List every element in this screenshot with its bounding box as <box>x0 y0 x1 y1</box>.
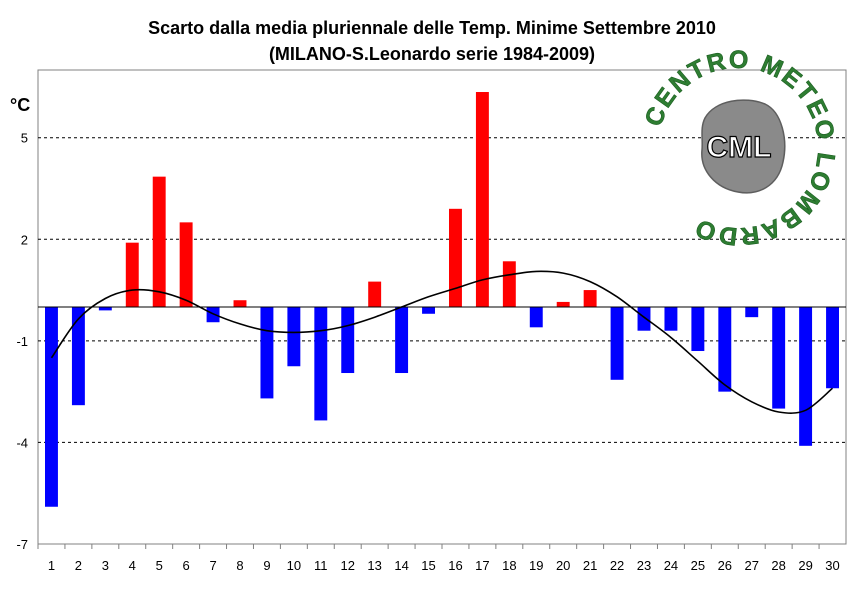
x-tick-label: 11 <box>314 558 328 573</box>
y-tick-label: -7 <box>16 537 28 552</box>
lombardy-map-icon <box>701 99 786 194</box>
y-tick-label: 2 <box>21 232 28 247</box>
bar <box>260 307 274 399</box>
bars <box>45 92 839 507</box>
x-tick-label: 30 <box>825 558 839 573</box>
bar <box>45 307 58 507</box>
bar <box>475 92 489 307</box>
bar <box>449 208 462 307</box>
bar <box>314 307 328 421</box>
bar <box>179 222 193 307</box>
bar <box>368 281 382 307</box>
bar <box>233 300 247 307</box>
x-tick-label: 24 <box>664 558 678 573</box>
y-axis-unit-label: °C <box>10 95 30 115</box>
x-tick-label: 18 <box>502 558 516 573</box>
x-tick-label: 22 <box>610 558 624 573</box>
bar <box>341 307 355 374</box>
bar <box>71 307 85 406</box>
logo-abbreviation: CML <box>707 131 772 164</box>
x-tick-labels: 1 2 3 4 5 6 7 8 9 10 11 12 13 14 15 16 17 18 19 20 21 22 23 24 2… <box>37 544 840 573</box>
x-tick-label: 4 <box>129 558 136 573</box>
x-tick-label: 21 <box>583 558 597 573</box>
x-tick-label: 27 <box>744 558 758 573</box>
x-tick-label: 9 <box>263 558 270 573</box>
x-tick-label: 20 <box>556 558 570 573</box>
trend-line <box>50 270 834 414</box>
bar <box>583 290 597 307</box>
bar <box>799 307 813 446</box>
x-tick-label: 14 <box>394 558 408 573</box>
bar <box>664 307 678 331</box>
x-tick-label: 12 <box>340 558 354 573</box>
x-tick-label: 23 <box>637 558 651 573</box>
bar <box>502 261 516 307</box>
x-tick-label: 26 <box>718 558 732 573</box>
x-tick-label: 25 <box>691 558 705 573</box>
bar <box>691 307 705 352</box>
x-tick-label: 1 <box>48 558 55 573</box>
x-tick-label: 5 <box>156 558 163 573</box>
chart-subtitle: (MILANO-S.Leonardo serie 1984-2009) <box>269 44 595 64</box>
bar <box>125 242 139 307</box>
bar <box>772 307 786 409</box>
x-tick-label: 29 <box>798 558 812 573</box>
bar <box>152 176 166 307</box>
x-tick-label: 7 <box>209 558 216 573</box>
x-tick-label: 3 <box>102 558 109 573</box>
bar <box>556 301 570 307</box>
bar <box>718 307 732 392</box>
bar <box>610 307 624 380</box>
bar <box>395 307 409 374</box>
y-tick-label: -4 <box>16 435 28 450</box>
x-tick-label: 16 <box>448 558 462 573</box>
x-tick-label: 10 <box>287 558 301 573</box>
bar <box>745 307 759 318</box>
y-tick-label: 5 <box>21 131 28 146</box>
y-tick-labels: 5 2 -1 -4 -7 <box>16 131 28 552</box>
x-tick-label: 19 <box>529 558 543 573</box>
x-tick-label: 28 <box>771 558 785 573</box>
bar <box>529 307 543 328</box>
x-tick-label: 13 <box>367 558 381 573</box>
x-tick-label: 8 <box>236 558 243 573</box>
x-tick-label: 17 <box>475 558 489 573</box>
x-tick-label: 6 <box>183 558 190 573</box>
bar <box>98 307 112 311</box>
bar <box>287 307 301 367</box>
bar <box>826 307 839 389</box>
chart-title: Scarto dalla media pluriennale delle Tem… <box>148 18 716 38</box>
y-tick-label: -1 <box>16 334 28 349</box>
x-tick-label: 2 <box>75 558 82 573</box>
bar <box>422 307 435 314</box>
bar <box>637 307 651 331</box>
x-tick-label: 15 <box>421 558 435 573</box>
